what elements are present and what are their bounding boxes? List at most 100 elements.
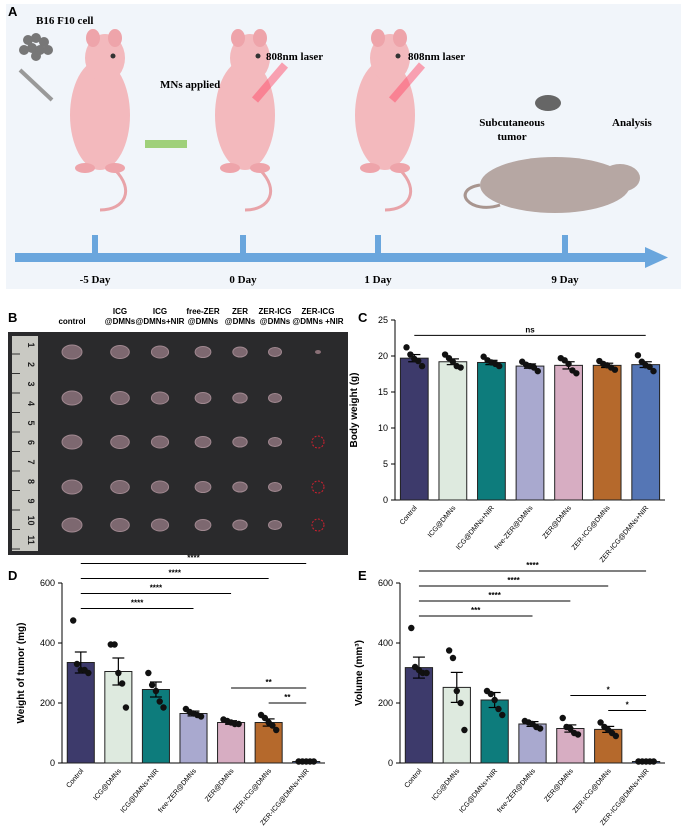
- y-axis-label: Volume (mm³): [354, 640, 365, 706]
- timeline-label: 1 Day: [364, 274, 392, 286]
- data-point: [491, 696, 498, 704]
- tumor: [61, 479, 83, 495]
- data-point: [457, 699, 464, 707]
- column-header: ICG: [113, 307, 127, 316]
- x-tick-label: ZER-ICG@DMNs: [232, 767, 273, 814]
- panel-label: B: [8, 310, 17, 325]
- significance-label: ****: [526, 561, 539, 570]
- laser-label: 808nm laser: [266, 51, 323, 63]
- y-axis-label: Body weight (g): [349, 373, 360, 448]
- data-point: [499, 711, 506, 719]
- data-point: [235, 720, 242, 728]
- data-point: [634, 352, 642, 359]
- ruler-number: 8: [26, 479, 36, 484]
- bar: [217, 722, 246, 764]
- tumor: [110, 344, 130, 360]
- significance-label: **: [266, 678, 273, 687]
- tumor: [61, 434, 83, 450]
- data-point: [559, 714, 566, 722]
- syringe: [18, 68, 54, 102]
- data-point: [449, 654, 457, 662]
- y-tick-label: 0: [383, 495, 388, 505]
- data-point: [145, 669, 152, 677]
- photo-content: 1 2 3 4 5 6 7 8 9 10 11: [12, 342, 325, 550]
- column-header: @DMNs: [225, 317, 256, 326]
- bar: [554, 364, 583, 501]
- analysis-label: Analysis: [612, 117, 652, 129]
- data-point: [597, 719, 604, 726]
- data-point: [457, 364, 464, 371]
- significance-label: *: [626, 701, 630, 710]
- tumor-label: Subcutaneous: [479, 117, 545, 129]
- tumor: [61, 390, 83, 406]
- significance-label: ****: [150, 584, 163, 593]
- panel-label: C: [358, 310, 368, 325]
- tumor: [232, 346, 248, 358]
- y-tick-label: 400: [40, 638, 55, 648]
- significance-label: ****: [168, 569, 181, 578]
- tumor: [61, 344, 83, 360]
- timeline: [15, 235, 668, 268]
- tumor: [268, 481, 282, 493]
- bar: [477, 361, 506, 501]
- x-tick-label: free-ZER@DMNs: [494, 504, 535, 551]
- tumor: [232, 519, 248, 531]
- x-tick-label: ZER-ICG@DMNs: [572, 767, 613, 814]
- tumor: [232, 481, 248, 493]
- tumor: [194, 345, 212, 359]
- x-tick-label: ZER@DMNs: [542, 504, 574, 540]
- mouse-lying: [480, 157, 630, 213]
- bar: [179, 713, 208, 764]
- y-tick-label: 25: [378, 315, 388, 325]
- y-tick-label: 200: [40, 698, 55, 708]
- tumor: [110, 390, 130, 406]
- y-tick-label: 20: [378, 351, 388, 361]
- empty-marker: [311, 518, 325, 532]
- data-point: [160, 704, 167, 711]
- data-point: [449, 358, 457, 365]
- data-point: [118, 680, 126, 687]
- data-point: [261, 714, 269, 722]
- y-tick-label: 0: [50, 758, 55, 768]
- ruler-number: 9: [26, 498, 36, 503]
- data-point: [408, 624, 415, 632]
- bar: [631, 364, 661, 501]
- data-point: [407, 351, 414, 358]
- column-header: free-ZER: [186, 307, 220, 316]
- tumor: [61, 517, 83, 533]
- tumor: [150, 518, 170, 532]
- mouse-head: [600, 164, 640, 192]
- data-point: [197, 713, 205, 720]
- panel-label: E: [358, 568, 367, 583]
- column-header: control: [58, 317, 85, 326]
- x-tick-label: ICG@DMNs: [431, 767, 462, 802]
- data-point: [152, 687, 160, 695]
- tumor: [194, 435, 212, 449]
- x-tick-label: ZER@DMNs: [543, 767, 575, 803]
- mouse-tail: [463, 183, 501, 209]
- ruler-number: 2: [26, 362, 36, 367]
- y-tick-label: 600: [40, 578, 55, 588]
- timeline-label: 0 Day: [229, 274, 257, 286]
- data-point: [487, 690, 495, 698]
- data-point: [115, 669, 122, 677]
- data-point: [495, 705, 502, 713]
- y-axis-label: Weight of tumor (mg): [16, 623, 27, 724]
- tumor: [110, 479, 130, 495]
- data-point: [612, 732, 620, 740]
- data-point: [536, 725, 544, 732]
- data-point: [273, 726, 280, 734]
- tumor: [194, 391, 212, 405]
- y-tick-label: 10: [378, 423, 388, 433]
- tumor: [232, 392, 248, 404]
- data-point: [85, 669, 92, 677]
- panel-label: A: [8, 4, 18, 19]
- y-tick-label: 0: [388, 758, 393, 768]
- data-point: [565, 360, 572, 368]
- bar: [438, 361, 468, 501]
- ruler-number: 3: [26, 381, 36, 386]
- column-header: @DMNs: [188, 317, 219, 326]
- x-tick-label: Control: [399, 504, 419, 526]
- tumor: [315, 350, 321, 354]
